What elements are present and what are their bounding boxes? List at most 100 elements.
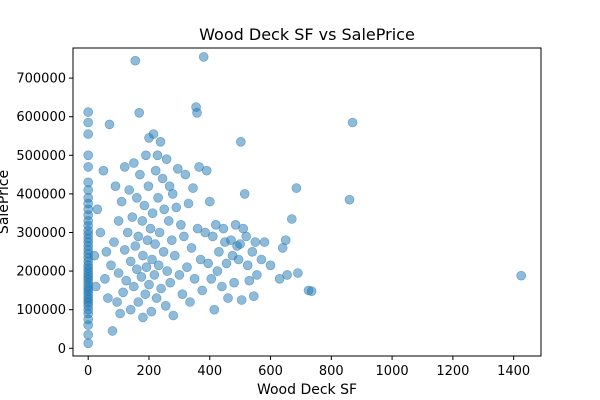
data-point xyxy=(170,250,180,261)
data-point xyxy=(160,300,171,311)
data-point xyxy=(168,310,179,321)
x-tick-label: 600 xyxy=(258,364,283,379)
data-point xyxy=(83,150,93,161)
data-point xyxy=(124,185,134,195)
data-point xyxy=(140,289,151,300)
data-point xyxy=(116,196,127,207)
data-point xyxy=(83,177,93,188)
data-point xyxy=(119,245,130,255)
data-point xyxy=(133,231,144,242)
data-point xyxy=(177,289,188,300)
data-point xyxy=(179,231,189,242)
data-point xyxy=(83,107,93,117)
data-point xyxy=(201,165,212,176)
data-point xyxy=(195,254,206,265)
data-point xyxy=(113,268,124,278)
data-point xyxy=(146,306,157,317)
x-tick-label: 800 xyxy=(319,364,344,379)
data-point xyxy=(89,250,100,261)
data-point xyxy=(203,258,213,269)
data-point xyxy=(293,268,303,278)
data-point xyxy=(134,108,144,118)
y-axis-label: SalePrice xyxy=(0,170,12,234)
x-tick-label: 0 xyxy=(84,364,92,379)
data-point xyxy=(235,239,245,249)
data-point xyxy=(129,281,139,292)
data-point xyxy=(83,338,93,349)
data-point xyxy=(155,137,166,147)
y-tick-label: 100000 xyxy=(16,303,66,318)
data-point xyxy=(208,231,218,242)
y-tick-label: 0 xyxy=(58,342,66,357)
data-point xyxy=(92,204,103,215)
data-point xyxy=(145,223,156,234)
data-point xyxy=(171,202,182,213)
data-point xyxy=(223,293,233,303)
data-point xyxy=(156,283,166,294)
data-point xyxy=(158,247,169,257)
data-point xyxy=(226,235,236,245)
data-point xyxy=(91,281,101,292)
data-point xyxy=(148,129,159,139)
data-point xyxy=(139,200,150,211)
data-point xyxy=(244,275,255,286)
data-point xyxy=(142,235,153,245)
data-point xyxy=(236,137,246,147)
data-point xyxy=(241,231,251,242)
data-point xyxy=(153,193,163,203)
data-point xyxy=(153,260,164,271)
data-point xyxy=(152,150,163,161)
data-point xyxy=(103,293,113,303)
data-point xyxy=(180,169,191,180)
plot-frame xyxy=(72,47,542,357)
x-tick-label: 400 xyxy=(197,364,222,379)
data-point xyxy=(186,243,197,253)
data-point xyxy=(265,260,276,271)
y-tick-label: 600000 xyxy=(16,110,66,125)
data-point xyxy=(109,237,119,247)
x-tick-label: 1400 xyxy=(497,364,530,379)
data-point xyxy=(115,308,125,319)
data-point xyxy=(150,239,160,249)
data-point xyxy=(239,189,250,199)
chart-title: Wood Deck SF vs SalePrice xyxy=(199,25,415,44)
data-point xyxy=(206,273,217,284)
data-point xyxy=(122,227,133,238)
data-point xyxy=(229,277,239,288)
data-point xyxy=(163,216,174,226)
data-point xyxy=(112,297,122,307)
data-point xyxy=(183,198,194,209)
data-point xyxy=(173,164,183,174)
data-point xyxy=(282,270,293,280)
y-tick-label: 700000 xyxy=(16,72,66,87)
data-point xyxy=(147,254,157,265)
data-point xyxy=(167,189,178,199)
data-point xyxy=(242,260,253,271)
data-point xyxy=(256,254,267,265)
data-point xyxy=(198,52,209,62)
data-point xyxy=(83,117,93,128)
data-point xyxy=(118,287,128,298)
data-point xyxy=(95,227,106,238)
data-point xyxy=(306,286,317,297)
data-point xyxy=(143,181,154,191)
data-point xyxy=(151,293,162,303)
data-point xyxy=(182,262,192,273)
data-point xyxy=(125,256,136,267)
data-point xyxy=(214,247,224,257)
data-point xyxy=(113,216,124,226)
data-point xyxy=(189,273,200,284)
data-point xyxy=(233,254,244,265)
data-point xyxy=(141,150,151,161)
data-point xyxy=(259,237,270,247)
x-axis-label: Wood Deck SF xyxy=(257,382,357,398)
data-point xyxy=(98,165,109,176)
data-point xyxy=(141,262,152,273)
data-point xyxy=(83,162,93,172)
data-point xyxy=(107,326,118,336)
data-point xyxy=(136,272,147,282)
data-point xyxy=(132,264,142,275)
data-point xyxy=(127,212,138,222)
data-point xyxy=(110,181,121,191)
